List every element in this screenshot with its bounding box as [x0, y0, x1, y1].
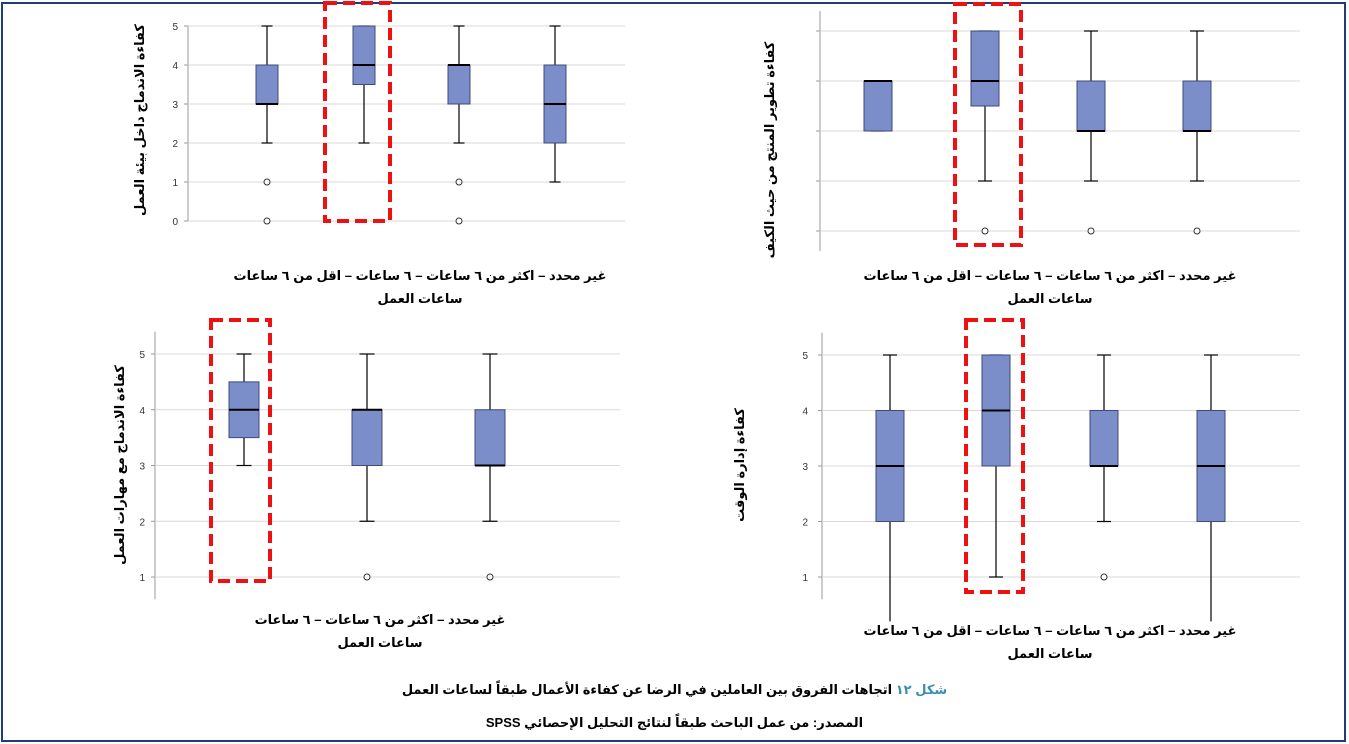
- figure-number: شكل ١٢: [895, 682, 948, 697]
- highlight-box: [323, 1, 392, 223]
- x-axis-label: ساعات العمل: [1007, 646, 1093, 661]
- x-axis-label: ساعات العمل: [1007, 291, 1093, 306]
- x-axis-label: ساعات العمل: [377, 291, 463, 306]
- y-tick-label: 3: [172, 100, 178, 111]
- y-tick-label: 0: [172, 217, 178, 228]
- y-tick-label: 5: [172, 22, 178, 33]
- highlight-box: [964, 318, 1025, 594]
- box-3: [863, 80, 893, 132]
- iqr-box: [352, 25, 376, 85]
- outlier-point: [486, 573, 494, 581]
- outlier-point: [455, 217, 463, 225]
- y-tick-label: 1: [172, 178, 178, 189]
- box-2: [352, 25, 376, 144]
- y-tick-label: 3: [802, 462, 808, 473]
- box-0: [474, 353, 506, 581]
- box-2: [970, 30, 1000, 235]
- box-3: [875, 354, 905, 622]
- iqr-box: [970, 30, 1000, 107]
- box-1: [351, 353, 383, 581]
- figure-caption: شكل ١٢ اتجاهات الفروق بين العاملين في ال…: [0, 682, 1349, 698]
- outlier-point: [455, 178, 463, 186]
- y-tick-label: 5: [139, 350, 145, 361]
- outlier-point: [363, 573, 371, 581]
- box-3: [255, 25, 279, 225]
- caption-text: اتجاهات الفروق بين العاملين في الرضا عن …: [401, 682, 893, 697]
- y-tick-label: 2: [802, 518, 808, 529]
- iqr-box: [1182, 80, 1212, 132]
- y-tick-label: 2: [172, 139, 178, 150]
- box-1: [1089, 354, 1119, 581]
- y-tick-label: 3: [139, 462, 145, 473]
- x-axis-label: ساعات العمل: [337, 635, 423, 650]
- box-0: [1196, 354, 1226, 622]
- x-category-line: غير محدد – اكثر من ٦ ساعات – ٦ ساعات – ا…: [863, 268, 1237, 283]
- box-2: [228, 353, 260, 467]
- x-category-line: غير محدد – اكثر من ٦ ساعات – ٦ ساعات: [254, 612, 506, 627]
- boxplot-chart: 1 2 3 4 5: [802, 318, 1300, 622]
- box-0: [543, 25, 567, 183]
- iqr-box: [1089, 410, 1119, 467]
- highlight-box: [209, 318, 272, 583]
- boxplot-chart: [816, 2, 1300, 251]
- y-tick-label: 5: [802, 351, 808, 362]
- y-tick-label: 1: [802, 573, 808, 584]
- outlier-point: [981, 227, 989, 235]
- box-1: [447, 25, 471, 225]
- y-tick-label: 2: [139, 517, 145, 528]
- highlight-box: [953, 2, 1023, 247]
- y-tick-label: 4: [802, 407, 808, 418]
- outlier-point: [1193, 227, 1201, 235]
- outlier-point: [1087, 227, 1095, 235]
- box-2: [981, 354, 1011, 578]
- outlier-point: [1100, 573, 1108, 581]
- iqr-box: [474, 409, 506, 466]
- x-category-line: غير محدد – اكثر من ٦ ساعات – ٦ ساعات – ا…: [233, 268, 607, 283]
- box-1: [1076, 30, 1106, 235]
- boxplot-chart: 0 1 2 3 4 5: [172, 1, 625, 228]
- y-tick-label: 1: [139, 573, 145, 584]
- figure-source: المصدر: من عمل الباحث طبقاً لنتائج التحل…: [485, 715, 864, 730]
- iqr-box: [863, 80, 893, 132]
- chart-panel-product-development: كفاءة تطوير المنتج من حيث الكيف غير محدد…: [0, 0, 1349, 320]
- outlier-point: [263, 178, 271, 186]
- boxplot-chart: 1 2 3 4 5: [139, 318, 620, 600]
- outlier-point: [263, 217, 271, 225]
- y-tick-label: 4: [139, 406, 145, 417]
- x-category-line: غير محدد – اكثر من ٦ ساعات – ٦ ساعات – ا…: [863, 623, 1237, 638]
- box-0: [1182, 30, 1212, 235]
- y-tick-label: 4: [172, 61, 178, 72]
